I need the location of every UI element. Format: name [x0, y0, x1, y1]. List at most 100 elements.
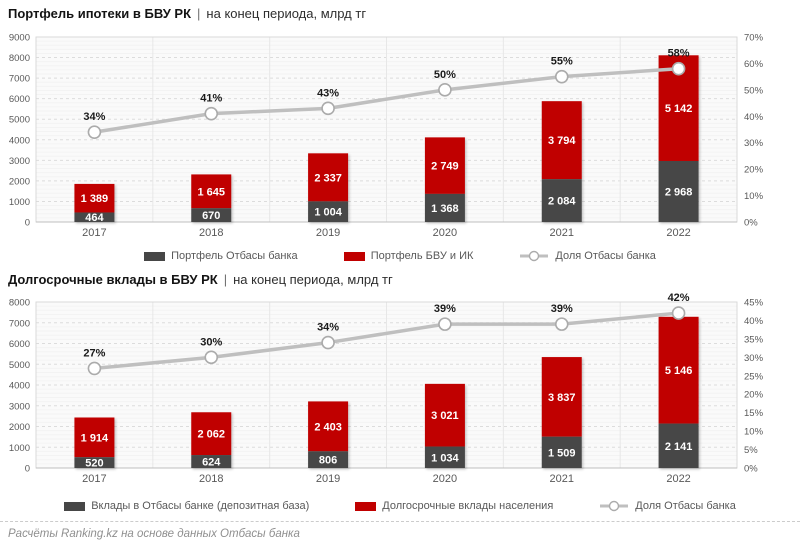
bar-value-label-secondary: 5 142 [665, 103, 693, 115]
share-percent-label: 39% [434, 303, 456, 315]
category-label-2022: 2022 [666, 473, 690, 485]
left-axis-tick-label: 4000 [9, 381, 30, 392]
legend-line-marker-icon [520, 250, 549, 262]
legend-label: Долгосрочные вклады населения [382, 500, 554, 512]
mortgage-chart-title-main: Портфель ипотеки в БВУ РК [8, 6, 192, 21]
share-line-marker-2021 [554, 69, 569, 84]
bar-stack-2018 [191, 412, 232, 468]
bar-segment-secondary-2021 [541, 101, 582, 180]
bar-segment-secondary-2018 [191, 412, 232, 456]
bar-segment-primary-2021 [541, 436, 582, 468]
left-axis-tick-label: 7000 [9, 74, 30, 85]
share-line-marker-2020 [438, 317, 452, 331]
share-line-marker-2019 [321, 335, 335, 350]
share-line-marker-2018 [204, 106, 219, 121]
left-axis-tick-label: 8000 [9, 298, 30, 309]
bar-value-label-secondary: 2 403 [314, 421, 342, 433]
bar-value-label-primary: 1 368 [431, 203, 459, 215]
legend-item-share-line: Доля Отбасы банка [599, 500, 736, 512]
share-percent-label: 30% [200, 336, 222, 348]
bar-segment-secondary-2019 [308, 401, 349, 452]
category-label-2017: 2017 [82, 473, 106, 485]
category-label-2018: 2018 [199, 227, 223, 239]
source-note: Расчёты Ranking.kz на основе данных Отба… [0, 521, 800, 540]
left-axis-tick-label: 7000 [9, 318, 30, 329]
right-axis-tick-label: 35% [744, 334, 764, 345]
right-axis-tick-label: 15% [744, 408, 764, 419]
legend-item-primary-series: Портфель Отбасы банка [144, 250, 298, 262]
bar-segment-primary-2022 [658, 160, 699, 222]
bar-stack-2017 [74, 417, 115, 468]
left-axis-tick-label: 4000 [9, 135, 30, 146]
bar-value-label-secondary: 3 021 [431, 410, 459, 422]
mortgage-chart-legend: Портфель Отбасы банка Портфель БВУ и ИК До… [0, 250, 800, 262]
right-axis-tick-label: 10% [744, 191, 764, 202]
bar-value-label-primary: 806 [319, 455, 337, 467]
legend-swatch [343, 251, 365, 261]
bar-stack-2018 [191, 174, 232, 222]
bar-stack-2021 [541, 357, 582, 468]
bar-value-label-primary: 464 [85, 212, 104, 224]
right-axis-tick-label: 70% [744, 33, 764, 44]
legend-swatch [355, 501, 377, 511]
left-axis-tick-label: 0 [25, 464, 30, 475]
category-label-2018: 2018 [199, 473, 223, 485]
right-axis-tick-label: 20% [744, 390, 764, 401]
legend-item-primary-series: Вклады в Отбасы банке (депозитная база) [64, 500, 309, 512]
bar-value-label-primary: 520 [85, 458, 103, 470]
left-axis-tick-label: 1000 [9, 443, 30, 454]
share-line [92, 311, 681, 371]
share-percent-label: 41% [200, 93, 222, 105]
bar-value-label-secondary: 2 062 [197, 429, 225, 441]
category-label-2019: 2019 [316, 473, 340, 485]
share-line-marker-2018 [204, 350, 219, 365]
bar-segment-primary-2022 [658, 423, 699, 468]
share-line-marker-2019 [321, 101, 335, 116]
legend-swatch [64, 501, 86, 511]
bar-stack-2020 [424, 383, 465, 468]
left-axis-tick-label: 1000 [9, 197, 30, 208]
right-axis-tick-label: 45% [744, 298, 764, 309]
left-axis-tick-label: 8000 [9, 53, 30, 64]
bar-segment-primary-2020 [424, 193, 465, 222]
bar-segment-secondary-2017 [74, 417, 115, 458]
bar-stack-2021 [541, 101, 582, 222]
bar-value-label-primary: 670 [202, 210, 220, 222]
left-axis-tick-label: 5000 [9, 360, 30, 371]
bar-value-label-secondary: 5 146 [665, 365, 693, 377]
share-percent-label: 39% [551, 303, 573, 315]
title-separator: | [197, 6, 201, 21]
deposits-chart-legend: Вклады в Отбасы банке (депозитная база) Д… [0, 500, 800, 512]
bar-value-label-secondary: 3 794 [548, 135, 576, 147]
bar-stack-2022 [658, 316, 699, 468]
title-separator: | [223, 272, 228, 287]
right-axis-tick-label: 30% [744, 138, 764, 149]
bar-segment-primary-2019 [308, 201, 349, 222]
left-axis-tick-label: 3000 [9, 401, 30, 412]
bar-segment-primary-2020 [424, 446, 465, 468]
share-line-marker-2020 [438, 83, 452, 97]
bar-value-label-primary: 1 004 [314, 207, 342, 219]
category-label-2022: 2022 [666, 227, 690, 239]
bar-value-label-secondary: 1 389 [81, 193, 109, 205]
left-axis-tick-label: 5000 [9, 115, 30, 126]
bar-value-label-primary: 1 509 [548, 447, 576, 459]
share-percent-label: 55% [551, 56, 573, 68]
bar-value-label-primary: 2 084 [548, 196, 576, 208]
left-axis-tick-label: 0 [25, 218, 30, 229]
mortgage-chart-plot: 0 1000 2000 3000 4000 5000 6000 7000 8000 9000 0% 1… [9, 33, 764, 240]
bar-segment-secondary-2019 [308, 153, 349, 202]
bar-value-label-secondary: 1 645 [197, 186, 225, 198]
share-line-marker-2022 [671, 306, 686, 320]
category-label-2021: 2021 [550, 473, 574, 485]
category-label-2017: 2017 [82, 227, 106, 239]
bar-segment-secondary-2021 [541, 357, 582, 437]
right-axis-tick-label: 0% [744, 464, 758, 475]
bar-value-label-primary: 2 968 [665, 186, 693, 198]
right-axis-tick-label: 30% [744, 353, 764, 364]
bar-segment-secondary-2022 [658, 316, 699, 424]
left-axis-tick-label: 2000 [9, 422, 30, 433]
left-axis-tick-label: 9000 [9, 33, 30, 44]
right-axis-tick-label: 20% [744, 165, 764, 176]
bar-segment-primary-2018 [191, 455, 232, 468]
